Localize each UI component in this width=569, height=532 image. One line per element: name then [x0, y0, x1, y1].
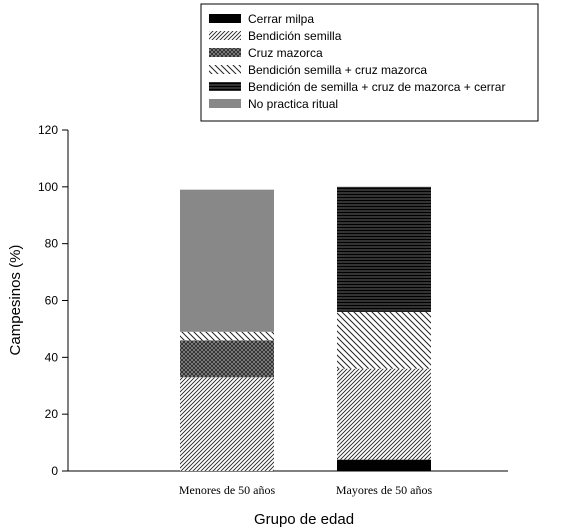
x-axis-title: Grupo de edad [254, 511, 354, 528]
legend-swatch [209, 99, 241, 108]
x-category-label: Mayores de 50 años [336, 483, 433, 497]
legend-label: Cruz mazorca [248, 46, 323, 60]
legend: Cerrar milpa Bendición semilla Cruz mazorc… [200, 3, 539, 122]
y-tick-label: 60 [45, 294, 59, 308]
legend-swatch [209, 65, 241, 74]
axes: 0 20 40 60 80 100 120 Menores de 50 años Mayore… [38, 123, 508, 497]
legend-swatch [209, 48, 241, 57]
y-tick-label: 120 [38, 123, 58, 137]
bar-segment [337, 368, 431, 460]
y-tick-label: 40 [45, 350, 59, 364]
y-tick-label: 20 [45, 407, 59, 421]
bar-segment [180, 331, 274, 341]
legend-label: Bendición de semilla + cruz de mazorca +… [248, 80, 505, 94]
x-category-label: Menores de 50 años [179, 483, 276, 497]
bar-segment [180, 189, 274, 332]
bar-segment [337, 311, 431, 369]
bar-segment [337, 459, 431, 471]
y-axis-title: Campesinos (%) [7, 245, 24, 356]
y-tick-label: 0 [51, 464, 58, 478]
legend-label: No practica ritual [248, 97, 338, 111]
legend-label: Cerrar milpa [248, 12, 314, 26]
bar-segment [180, 340, 274, 378]
legend-swatch [209, 31, 241, 40]
legend-box [200, 3, 539, 122]
bar-segment [180, 377, 274, 471]
legend-label: Bendición semilla [248, 29, 342, 43]
legend-swatch [209, 82, 241, 91]
legend-label: Bendición semilla + cruz mazorca [248, 63, 427, 77]
bar-segment [337, 186, 431, 312]
legend-swatch [209, 14, 241, 23]
y-tick-label: 100 [38, 180, 58, 194]
y-tick-label: 80 [45, 237, 59, 251]
